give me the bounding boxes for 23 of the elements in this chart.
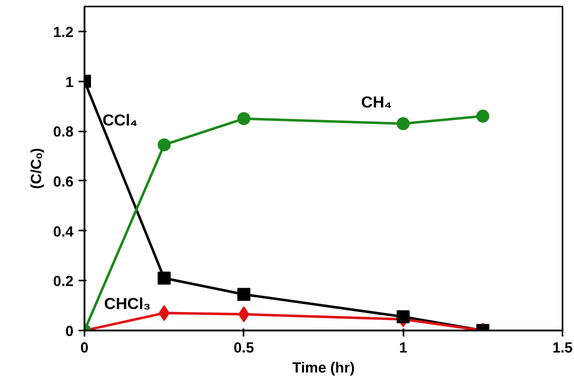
y-tick-label: 1.2 <box>53 24 74 41</box>
point <box>237 288 250 301</box>
x-tick-label: 1.5 <box>552 340 573 356</box>
y-tick-label: 0 <box>65 324 74 340</box>
series-label: CCl₄ <box>102 112 138 130</box>
series-label: CHCl₃ <box>104 296 151 314</box>
y-tick-label: 0.2 <box>53 274 74 290</box>
y-tick-label: 0.6 <box>53 174 74 190</box>
y-axis-title: (C/Cₒ) <box>29 148 46 190</box>
series-label: CH₄ <box>361 94 392 112</box>
x-tick-label: 0 <box>80 340 89 356</box>
x-tick-label: 1 <box>399 340 408 356</box>
point <box>237 112 250 126</box>
point <box>476 110 490 123</box>
point <box>158 272 171 285</box>
y-tick-label: 0.8 <box>53 124 74 141</box>
y-tick-label: 1 <box>65 74 74 91</box>
y-tick-label: 0.4 <box>53 224 74 240</box>
point <box>158 138 171 152</box>
x-tick-label: 0.5 <box>234 340 254 356</box>
point <box>396 310 410 324</box>
point <box>396 117 410 130</box>
x-axis-title: Time (hr) <box>292 360 355 376</box>
